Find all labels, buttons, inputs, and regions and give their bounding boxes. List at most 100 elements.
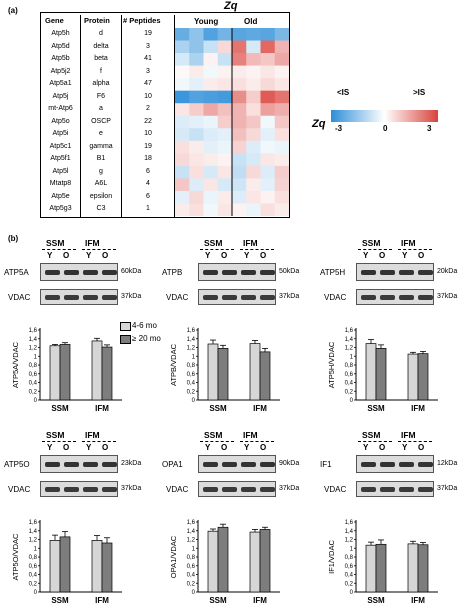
heatmap-cell: [232, 103, 247, 117]
gene-cell: Mtatp8: [49, 180, 72, 188]
peptides-cell: 1: [146, 205, 150, 213]
heatmap-cell: [246, 28, 261, 41]
kda-label: 23kDa: [121, 460, 142, 467]
heatmap-cell: [203, 53, 219, 66]
y-tick-label: 0,6: [345, 564, 354, 570]
heatmap-cell: [246, 140, 261, 154]
peptides-cell: 6: [146, 192, 150, 200]
heatmap-cell: [217, 203, 233, 216]
legend-gradient: [331, 110, 438, 122]
y-tick-label: 1,2: [187, 346, 196, 352]
heatmap-cell: [274, 28, 289, 41]
heatmap-cell: [260, 103, 276, 117]
bar-chart: 0 0,2 0,4 0,6 0,8 1 1,2 1,4 1,6 ATPB/VDAC SSM IFM: [169, 328, 280, 413]
bar: [59, 344, 71, 401]
bar: [407, 353, 419, 401]
y-tick-label: 1,2: [345, 538, 354, 544]
vdac-label: VDAC: [166, 293, 189, 302]
heatmap-cell: [217, 128, 233, 142]
bar: [249, 343, 261, 401]
vdac-label: VDAC: [166, 485, 189, 494]
vdac-kda-label: 37kDa: [279, 293, 300, 300]
vdac-label: VDAC: [8, 293, 31, 302]
heatmap-cell: [203, 78, 219, 91]
heatmap-cell: [175, 53, 190, 66]
protein-cell: epsilon: [89, 192, 113, 200]
protein-label: ATP5A: [4, 268, 29, 277]
heatmap-cell: [232, 128, 247, 142]
heatmap-cell: [217, 28, 233, 41]
bar: [207, 343, 219, 401]
protein-cell: F6: [96, 92, 106, 100]
heatmap-cell: [232, 90, 247, 104]
heatmap-cell: [260, 78, 276, 91]
protein-label: ATPB: [162, 268, 183, 277]
heatmap-cell: [246, 128, 261, 142]
y-tick-label: 0,6: [345, 372, 354, 378]
protein-cell: beta: [94, 55, 108, 63]
heatmap-cell: [189, 128, 204, 142]
y-tick-label: 1: [350, 546, 354, 552]
heatmap-cell: [246, 40, 261, 54]
peptides-cell: 3: [146, 67, 150, 75]
heatmap-cell: [203, 90, 219, 104]
peptides-cell: 10: [144, 92, 152, 100]
heatmap-cell: [175, 128, 190, 142]
heatmap-cell: [217, 165, 233, 179]
category-label: SSM: [367, 404, 385, 413]
lane-label: Y: [363, 443, 369, 452]
protein-cell: B1: [96, 155, 106, 163]
y-tick-label: 1,6: [29, 520, 38, 526]
bar-chart: 0 0,2 0,4 0,6 0,8 1 1,2 1,4 1,6 ATP5O/VDAC SSM IFM: [11, 520, 122, 605]
gene-cell: Atp5d: [51, 42, 70, 50]
heatmap-cell: [246, 78, 261, 91]
heatmap-cell: [217, 78, 233, 91]
protein-label: IF1: [320, 460, 332, 469]
heatmap-cell: [260, 65, 276, 79]
y-tick-label: 0,8: [29, 363, 38, 369]
heatmap-cell: [217, 40, 233, 54]
heatmap-cell: [175, 78, 190, 91]
category-label: IFM: [411, 596, 425, 605]
gene-cell: mt-Atp6: [48, 105, 73, 113]
bar-chart: 0 0,2 0,4 0,6 0,8 1 1,2 1,4 1,6 OPA1/VDAC SSM IFM: [169, 520, 280, 605]
peptides-cell: 6: [146, 167, 150, 175]
protein-blot: [40, 455, 118, 473]
bar: [101, 346, 113, 401]
y-tick-label: 1: [192, 546, 196, 552]
heatmap-cell: [175, 140, 190, 154]
heatmap-cell: [260, 28, 276, 41]
protein-cell: OSCP: [91, 117, 111, 125]
heatmap-cell: [260, 40, 276, 54]
lane-label: O: [260, 443, 267, 452]
legend-min-label: -3: [335, 124, 343, 133]
lane-label: O: [418, 251, 425, 260]
y-tick-label: 1,6: [187, 520, 196, 526]
heatmap-cell: [189, 203, 204, 216]
category-label: IFM: [253, 404, 267, 413]
heatmap-cell: [175, 28, 190, 41]
zq-title: Zq: [224, 0, 238, 12]
lane-label: Y: [86, 251, 92, 260]
protein-table: Gene Protein # Peptides Young Old Atp5h d…: [40, 12, 290, 218]
bar: [91, 340, 103, 401]
kda-label: 12kDa: [437, 460, 458, 467]
kda-label: 20kDa: [437, 268, 458, 275]
y-tick-label: 1,6: [187, 328, 196, 334]
gene-cell: Atp5i: [52, 130, 69, 138]
heatmap-cell: [246, 103, 261, 117]
y-tick-label: 1,6: [345, 520, 354, 526]
y-tick-label: 0,6: [187, 564, 196, 570]
protein-cell: f: [100, 67, 102, 75]
gene-cell: Atp5g3: [49, 205, 72, 213]
bar: [375, 348, 387, 401]
heatmap-cell: [260, 140, 276, 154]
ssm-header: SSM: [46, 238, 65, 248]
heatmap-cell: [232, 28, 247, 41]
ifm-header: IFM: [85, 238, 100, 248]
category-label: SSM: [367, 596, 385, 605]
heatmap-cell: [217, 90, 233, 104]
heatmap-cell: [175, 153, 190, 167]
heatmap-cell: [175, 178, 190, 192]
heatmap-cell: [217, 140, 233, 154]
